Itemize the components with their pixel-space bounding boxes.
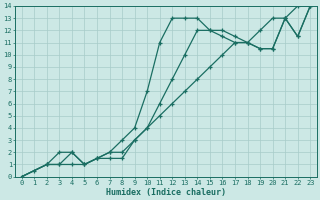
X-axis label: Humidex (Indice chaleur): Humidex (Indice chaleur) [106, 188, 226, 197]
